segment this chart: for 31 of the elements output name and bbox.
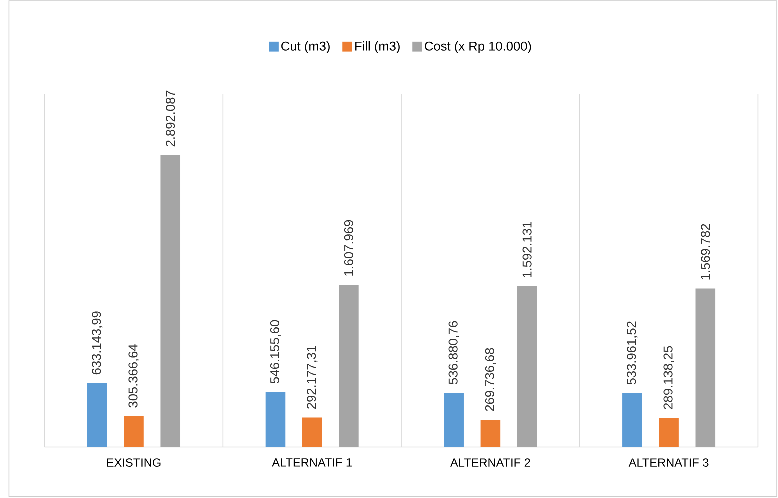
bar: [124, 416, 144, 448]
bar: [266, 392, 286, 448]
bar: [339, 285, 359, 448]
bar: [622, 393, 642, 448]
bar: [480, 420, 501, 448]
data-label: 269.736,68: [485, 348, 496, 412]
data-label: 546.155,60: [270, 320, 282, 384]
bar: [88, 383, 108, 448]
bar: [659, 418, 679, 448]
data-label: 2.892.087: [166, 91, 176, 147]
x-tick-label: ALTERNATIF 1: [272, 458, 352, 467]
x-tick-label: ALTERNATIF 2: [450, 458, 530, 468]
bar: [696, 288, 716, 448]
legend-label: Cost (x Rp 10.000): [425, 42, 532, 54]
bar: [444, 393, 464, 448]
data-label: 305.366,64: [128, 344, 140, 408]
data-label: 1.607.969: [344, 220, 354, 276]
bar: [302, 418, 322, 448]
legend-label: Cut (m3): [282, 42, 330, 54]
data-label: 536.880,76: [448, 322, 460, 385]
data-label: 1.592.131: [522, 222, 532, 278]
bar: [517, 286, 538, 448]
x-tick-label: EXISTING: [107, 458, 161, 468]
data-label: 289.138,25: [664, 346, 674, 410]
data-label: 1.569.782: [701, 224, 710, 280]
data-label: 533.961,52: [627, 322, 638, 385]
data-label: 292.177,31: [307, 346, 318, 410]
bar: [160, 156, 181, 448]
data-label: 633.143,99: [92, 312, 103, 375]
legend-label: Fill (m3): [356, 42, 400, 54]
x-tick-label: ALTERNATIF 3: [628, 458, 709, 468]
